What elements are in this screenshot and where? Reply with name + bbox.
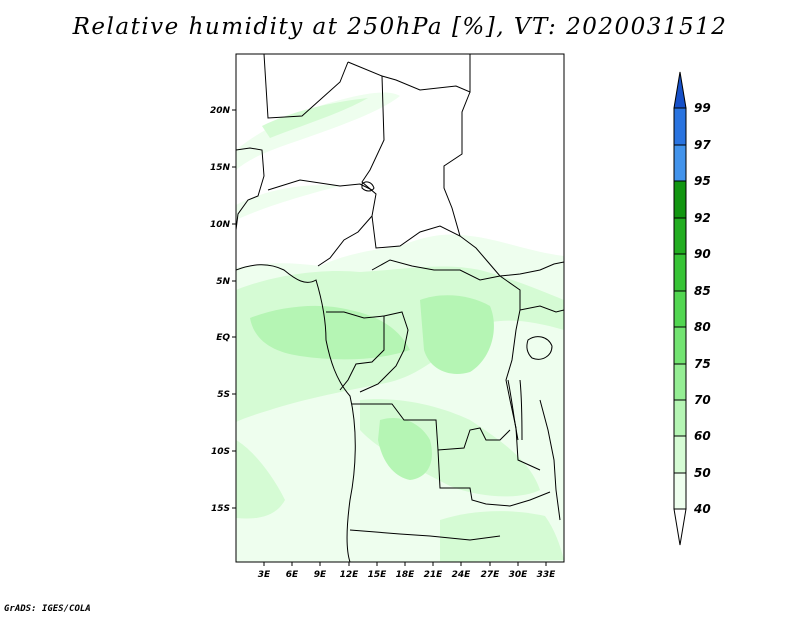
colorbar-label: 92 <box>694 211 711 225</box>
lon-label: 12E <box>340 570 360 580</box>
border-car-chad <box>371 215 501 277</box>
lake-chad <box>361 181 375 192</box>
coastline-west-north <box>236 147 265 231</box>
border-car-south <box>371 259 501 281</box>
border-drc-east <box>499 275 541 471</box>
border-south-sudan <box>499 261 564 277</box>
colorbar-bin-75-80 <box>674 327 686 364</box>
colorbar-label: 99 <box>694 101 711 115</box>
colorbar: 40 50 60 70 75 80 85 90 92 95 97 99 <box>673 71 711 546</box>
colorbar-bin-85-90 <box>674 254 686 291</box>
border-sahel-1 <box>263 54 349 119</box>
lat-label: EQ <box>216 333 230 343</box>
colorbar-label: 60 <box>694 429 711 443</box>
border-sudan <box>443 91 471 237</box>
rh-shade-50-60-se <box>440 511 564 562</box>
colorbar-bin-95-97 <box>674 145 686 181</box>
colorbar-label: 50 <box>694 466 711 480</box>
lon-label: 30E <box>509 570 529 580</box>
lat-label: 10N <box>210 220 231 230</box>
rh-shade-60-70-b <box>420 295 494 374</box>
colorbar-label: 80 <box>694 320 711 334</box>
lake-tanganyika <box>507 379 523 441</box>
colorbar-bin-40-50 <box>674 473 686 509</box>
border-niger-nigeria <box>267 179 373 191</box>
colorbar-high-arrow <box>673 71 687 109</box>
rh-shade-50-60-north <box>262 98 368 138</box>
border-chad <box>361 75 385 217</box>
grads-credit: GrADS: IGES/COLA <box>4 604 91 614</box>
lon-label: 15E <box>368 570 388 580</box>
lon-label: 21E <box>424 570 444 580</box>
lon-label: 3E <box>258 570 271 580</box>
rh-shade-60-70-c <box>378 418 432 480</box>
border-sahel-2 <box>347 54 471 93</box>
map-frame <box>235 53 565 563</box>
colorbar-bin-97-99 <box>674 108 686 145</box>
rh-shade-60-70 <box>250 305 410 360</box>
border-cameroon-gabon <box>326 311 385 319</box>
colorbar-low-arrow <box>673 508 687 546</box>
lon-label: 24E <box>452 570 472 580</box>
lat-label: 15S <box>211 504 230 514</box>
lat-label: 5S <box>217 390 230 400</box>
border-uganda-kenya <box>519 305 564 313</box>
border-angola-drc <box>352 403 511 451</box>
lat-axis: 20N 15N 10N 5N EQ 5S 10S 15S <box>210 106 236 514</box>
rh-shade-40-50-north <box>236 92 400 170</box>
rh-shade-50-60-w <box>236 440 285 519</box>
lat-label: 20N <box>210 106 231 116</box>
border-angola-zambia <box>437 449 551 507</box>
border-namibia <box>349 529 501 541</box>
lat-label: 10S <box>211 447 230 457</box>
colorbar-bin-90-92 <box>674 218 686 254</box>
colorbar-label: 85 <box>694 284 711 298</box>
coastline-west <box>236 264 356 562</box>
colorbar-bin-92-95 <box>674 181 686 218</box>
lat-label: 15N <box>210 163 231 173</box>
lon-axis: 3E 6E 9E 12E 15E 18E 21E 24E 27E 30E 33E <box>258 562 556 580</box>
colorbar-label: 90 <box>694 247 711 261</box>
lake-victoria <box>526 336 553 360</box>
colorbar-bin-60-70 <box>674 400 686 436</box>
map-title: Relative humidity at 250hPa [%], VT: 202… <box>72 14 728 40</box>
humidity-field <box>236 92 564 562</box>
lon-label: 6E <box>286 570 299 580</box>
border-congo <box>339 316 385 391</box>
rh-shade-40-50-band <box>236 185 340 220</box>
colorbar-label: 75 <box>694 357 711 371</box>
border-east-africa <box>539 399 561 521</box>
country-borders <box>236 54 564 562</box>
lon-label: 33E <box>537 570 557 580</box>
lat-label: 5N <box>216 277 230 287</box>
colorbar-label: 97 <box>694 138 711 152</box>
lon-label: 27E <box>481 570 501 580</box>
lon-label: 9E <box>314 570 327 580</box>
colorbar-label: 40 <box>693 502 711 516</box>
colorbar-bin-80-85 <box>674 291 686 327</box>
colorbar-label: 70 <box>694 393 711 407</box>
border-nigeria-cameroon <box>317 215 373 267</box>
lon-label: 18E <box>396 570 416 580</box>
colorbar-bin-70-75 <box>674 364 686 400</box>
colorbar-label: 95 <box>694 174 711 188</box>
border-drc-congo <box>359 311 409 393</box>
colorbar-bin-50-60 <box>674 436 686 473</box>
colorbar-outline <box>673 107 687 510</box>
